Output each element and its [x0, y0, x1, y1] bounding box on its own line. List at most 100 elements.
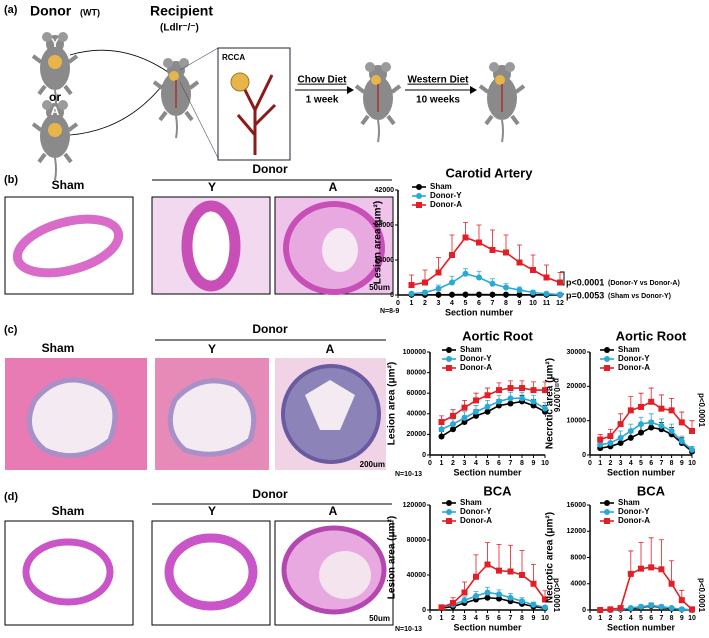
annotation: (Sham vs Donor-Y)	[608, 293, 671, 300]
x-tick-label: 8	[670, 615, 674, 622]
x-tick-label: 2	[451, 460, 455, 467]
series-line	[600, 604, 693, 611]
legend-label: Sham	[460, 498, 482, 507]
group-label: Sham	[52, 504, 85, 518]
series-line	[441, 397, 546, 430]
y-tick-label: 100000	[403, 349, 426, 356]
marker	[668, 580, 675, 587]
x-tick-label: 7	[509, 460, 513, 467]
marker	[658, 603, 665, 610]
marker	[422, 289, 428, 296]
error-bar	[628, 550, 634, 574]
y-axis-label: Lesion area (μm²)	[387, 362, 398, 445]
annotation: N=8-9	[380, 308, 399, 315]
panel-label: (a)	[4, 4, 18, 16]
y-tick-label: 30000	[567, 349, 587, 356]
marker	[422, 279, 428, 286]
marker	[519, 598, 525, 605]
y-tick-label: 120000	[403, 502, 426, 509]
graft	[169, 71, 179, 81]
y-tick-label: 80000	[407, 537, 427, 544]
marker	[473, 573, 479, 580]
marker	[507, 385, 514, 392]
marker	[516, 259, 523, 266]
marker	[678, 606, 685, 613]
marker	[627, 570, 634, 577]
series-line	[441, 591, 546, 609]
marker	[648, 602, 655, 609]
x-tick-label: 1	[598, 460, 602, 467]
marker	[648, 424, 655, 431]
series-line	[600, 566, 693, 611]
x-tick-label: 1	[598, 615, 602, 622]
x-tick-label: 0	[588, 615, 592, 622]
x-tick-label: 3	[463, 615, 467, 622]
series-line	[411, 236, 561, 286]
x-tick-label: 5	[486, 615, 490, 622]
x-tick-label: 6	[497, 615, 501, 622]
marker	[507, 594, 514, 601]
x-tick-label: 6	[497, 460, 501, 467]
chart-title: Carotid Artery	[446, 165, 534, 180]
marker	[607, 606, 614, 613]
marker	[449, 252, 455, 258]
x-tick-label: 2	[608, 615, 612, 622]
x-tick-label: 9	[532, 460, 536, 467]
marker	[461, 404, 468, 411]
y-tick-label: 40000	[407, 572, 427, 579]
marker	[530, 387, 537, 394]
panel-label: (c)	[4, 324, 18, 336]
graft	[48, 55, 62, 69]
artery-tree	[236, 74, 277, 155]
group-label: Y	[208, 504, 216, 518]
marker	[627, 605, 634, 612]
series-line	[441, 400, 546, 438]
marker	[450, 421, 456, 428]
marker	[476, 291, 482, 298]
lumen	[322, 228, 358, 272]
marker	[496, 387, 502, 394]
y-tick-label: 80000	[407, 369, 427, 376]
x-tick-label: 9	[532, 615, 536, 622]
x-tick-label: 4	[474, 460, 478, 467]
y-tick-label: 0	[390, 292, 394, 299]
marker	[530, 398, 537, 405]
x-tick-label: 0	[588, 460, 592, 467]
marker	[476, 274, 482, 281]
marker	[462, 291, 469, 298]
marker	[450, 412, 456, 419]
x-tick-label: 6	[649, 615, 653, 622]
legend-label: Donor-Y	[430, 191, 462, 200]
donor-a: A	[51, 104, 60, 118]
y-tick-label: 20000	[407, 431, 427, 438]
marker	[557, 279, 563, 286]
marker	[408, 282, 415, 288]
group-label: Y	[208, 342, 216, 356]
series-line	[441, 563, 546, 609]
annotation: p=0.0076	[552, 378, 561, 413]
chart-title: BCA	[483, 483, 512, 498]
y-tick-label: 42000	[375, 187, 395, 194]
lumen	[305, 380, 355, 430]
group-label: A	[329, 180, 338, 194]
marker	[489, 291, 496, 298]
marker	[617, 434, 624, 441]
chart-title: Aortic Root	[462, 328, 533, 343]
graft	[495, 75, 505, 85]
group-label: A	[329, 504, 338, 518]
x-tick-label: 10	[529, 300, 537, 307]
y-tick-label: 4000	[570, 581, 586, 588]
error-bar	[519, 550, 525, 575]
x-tick-label: 3	[437, 300, 441, 307]
x-tick-label: 2	[423, 300, 427, 307]
marker	[597, 436, 604, 443]
marker	[530, 267, 536, 273]
vessel	[167, 378, 257, 457]
marker	[438, 604, 445, 611]
marker	[617, 605, 624, 612]
marker	[543, 274, 550, 281]
marker	[617, 421, 624, 428]
marker	[484, 594, 491, 601]
chart-title: Aortic Root	[616, 328, 687, 343]
step-duration: 1 week	[306, 95, 339, 106]
